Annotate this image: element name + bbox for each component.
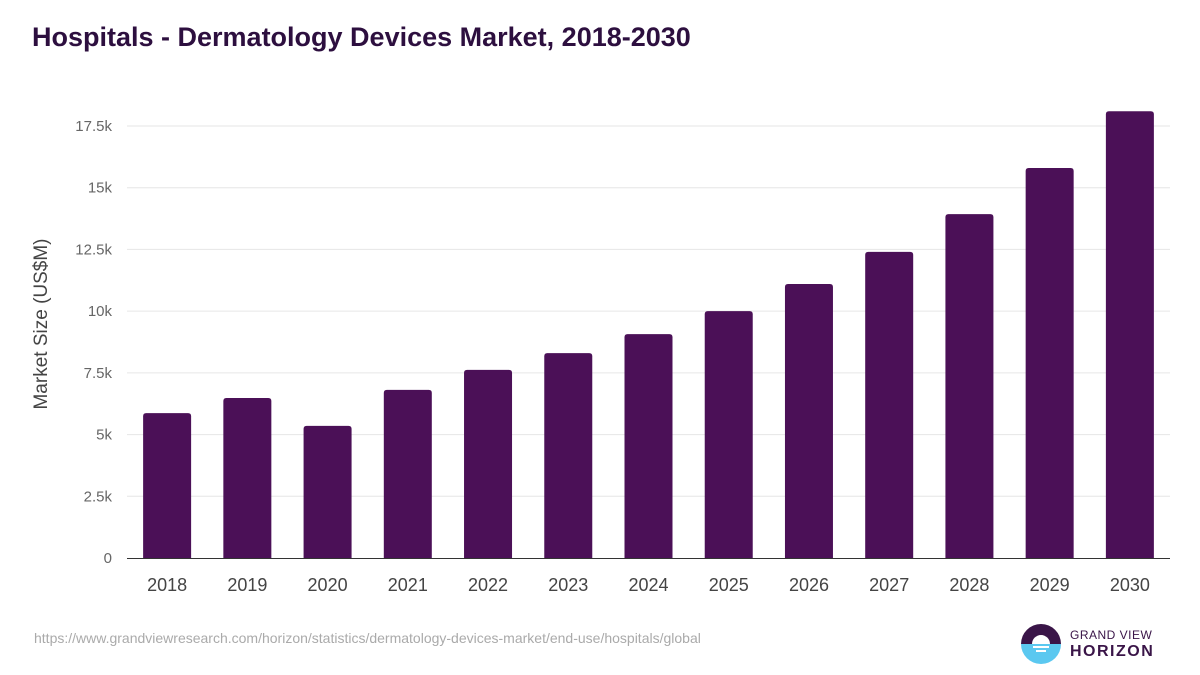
x-tick-label: 2026 (789, 575, 829, 595)
logo-line1: GRAND VIEW (1070, 627, 1153, 642)
logo-line2: HORIZON (1070, 642, 1155, 660)
bar-2030 (1105, 111, 1154, 558)
source-url[interactable]: https://www.grandviewresearch.com/horizo… (34, 630, 701, 646)
bar-2024 (624, 334, 673, 558)
bar-2021 (383, 389, 432, 558)
y-tick-label: 17.5k (75, 118, 112, 135)
bar-2029 (1025, 167, 1074, 559)
bar-2020 (303, 425, 352, 558)
y-axis-label: Market Size (US$M) (31, 238, 52, 409)
x-tick-label: 2025 (709, 575, 749, 595)
bar-2023 (544, 353, 593, 558)
bar-2027 (865, 251, 914, 558)
y-tick-label: 7.5k (84, 365, 113, 382)
bar-2018 (143, 413, 192, 558)
bar-2022 (464, 369, 513, 558)
x-tick-label: 2027 (869, 575, 909, 595)
x-tick-label: 2028 (949, 575, 989, 595)
y-tick-label: 15k (88, 180, 113, 197)
y-tick-label: 2.5k (84, 488, 113, 505)
x-tick-label: 2030 (1110, 575, 1150, 595)
bar-2025 (704, 311, 753, 558)
x-tick-label: 2024 (628, 575, 668, 595)
y-tick-label: 10k (88, 303, 113, 320)
x-tick-label: 2018 (147, 575, 187, 595)
x-tick-label: 2020 (308, 575, 348, 595)
x-tick-label: 2021 (388, 575, 428, 595)
y-tick-label: 5k (96, 427, 112, 444)
bar-2028 (945, 214, 994, 559)
x-tick-label: 2029 (1030, 575, 1070, 595)
bar-2026 (784, 283, 833, 558)
x-tick-label: 2023 (548, 575, 588, 595)
x-tick-label: 2022 (468, 575, 508, 595)
bar-2019 (223, 398, 272, 558)
y-tick-label: 0 (104, 550, 112, 567)
page-title: Hospitals - Dermatology Devices Market, … (32, 22, 691, 52)
x-tick-label: 2019 (227, 575, 267, 595)
grand-view-horizon-logo: GRAND VIEW HORIZON (1020, 623, 1154, 665)
horizon-logo-icon (1021, 624, 1061, 664)
y-tick-label: 12.5k (75, 241, 112, 258)
